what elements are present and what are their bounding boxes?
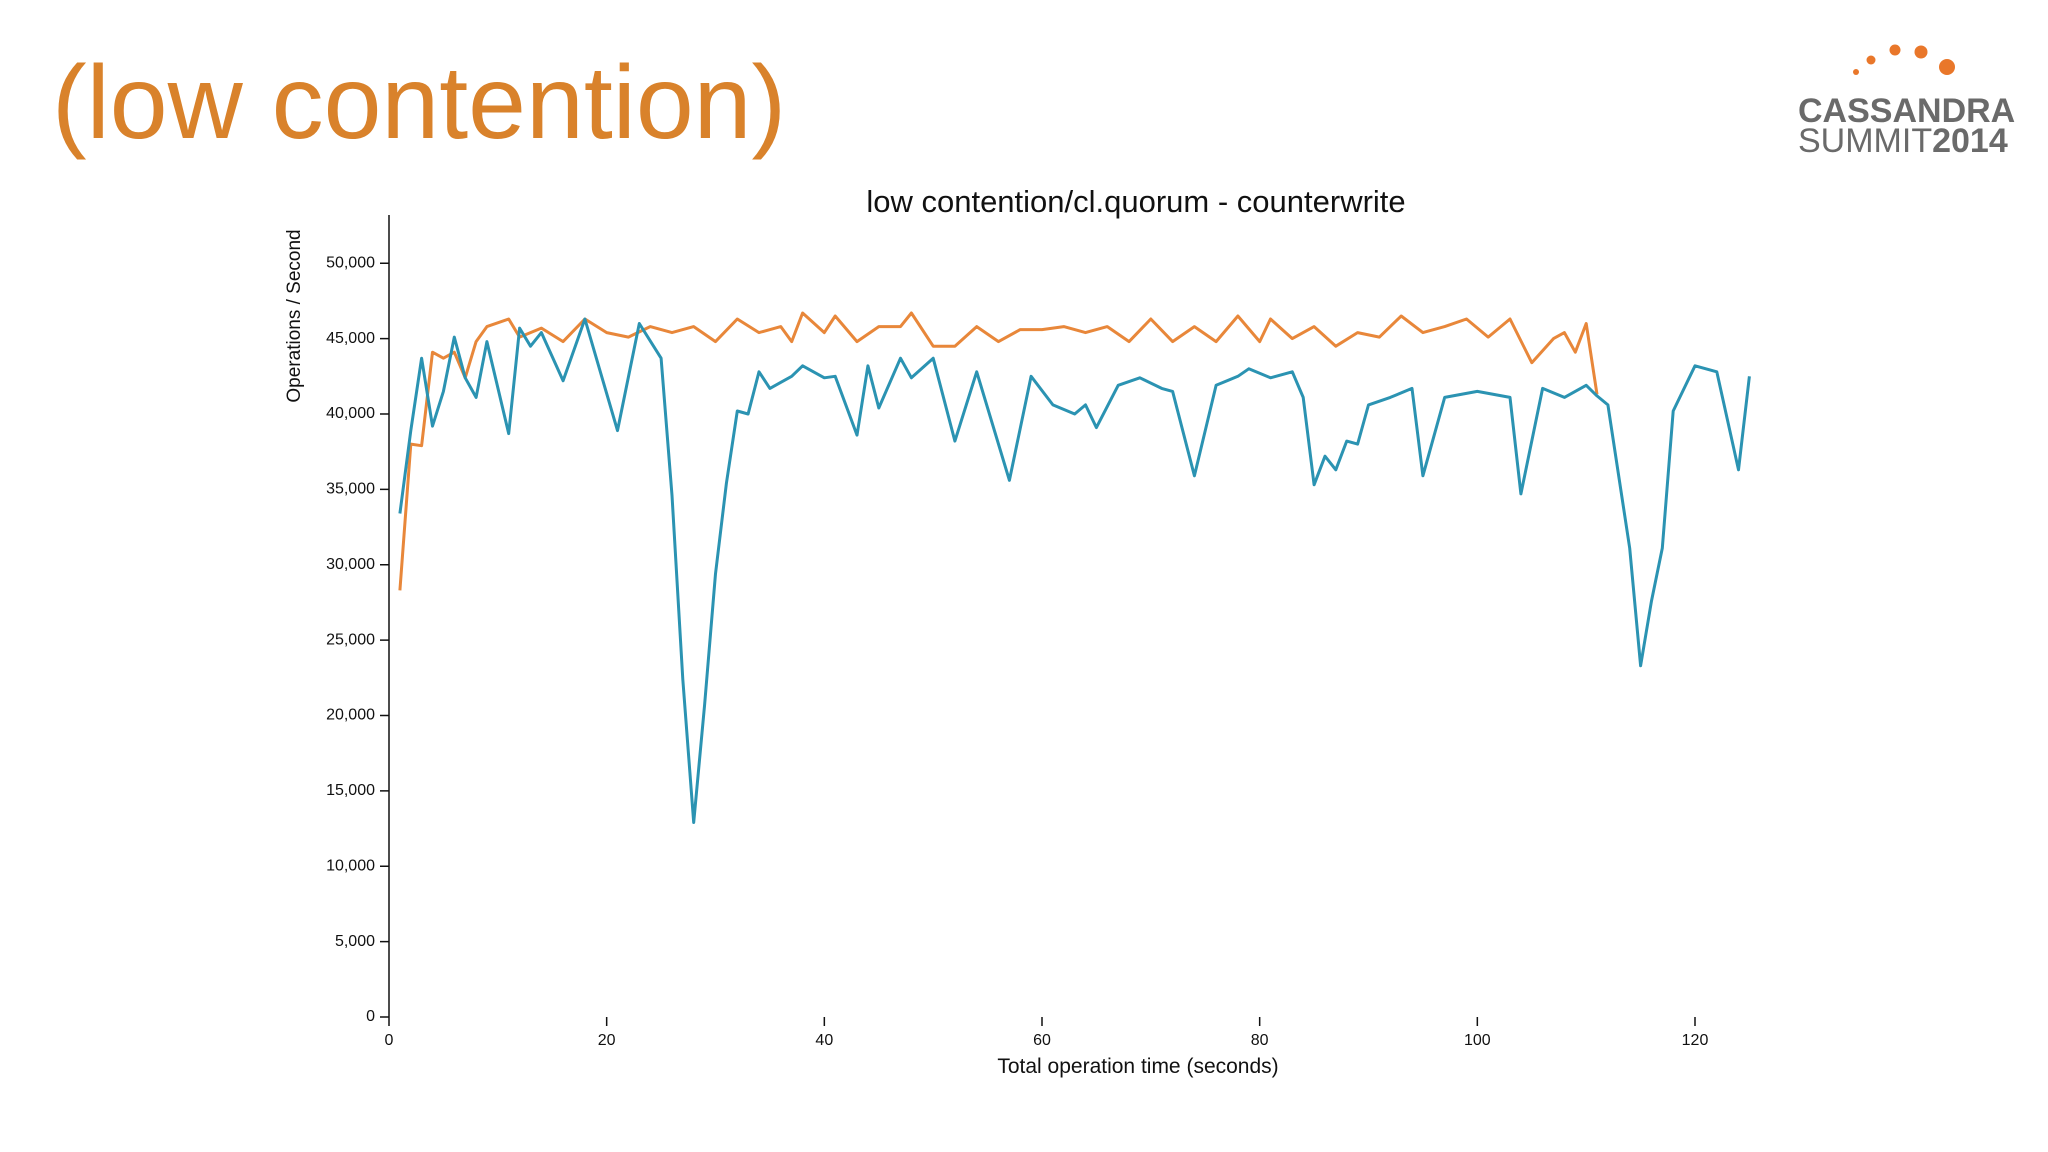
x-tick-label: 60: [1033, 1032, 1051, 1049]
y-tick-label: 20,000: [326, 707, 375, 724]
x-tick-label: 20: [598, 1032, 616, 1049]
series-line: [398, 311, 1599, 591]
slide-title: (low contention): [52, 45, 786, 161]
x-tick-label: 120: [1682, 1032, 1709, 1049]
x-tick-label: 0: [385, 1032, 394, 1049]
y-tick-label: 10,000: [326, 857, 375, 874]
y-tick-label: 45,000: [326, 330, 375, 347]
x-tick-label: 80: [1251, 1032, 1269, 1049]
y-axis-label: Operations / Second: [284, 229, 305, 402]
y-tick-label: 25,000: [326, 631, 375, 648]
y-tick-label: 15,000: [326, 782, 375, 799]
y-tick-label: 35,000: [326, 481, 375, 498]
chart-title: low contention/cl.quorum - counterwrite: [866, 184, 1405, 219]
y-tick-label: 50,000: [326, 254, 375, 271]
y-tick-label: 5,000: [335, 933, 375, 950]
logo-line2: SUMMIT2014: [1798, 122, 2008, 160]
y-tick-label: 0: [366, 1008, 375, 1025]
logo-summit: SUMMIT: [1798, 122, 1932, 160]
logo-dot: [1939, 59, 1955, 75]
x-tick-label: 40: [815, 1032, 833, 1049]
logo-dot: [1866, 55, 1876, 65]
y-tick-label: 40,000: [326, 405, 375, 422]
logo-dot: [1914, 45, 1928, 59]
logo-year: 2014: [1932, 122, 2008, 160]
series-line: [398, 317, 1751, 824]
y-tick-label: 30,000: [326, 556, 375, 573]
logo-dot: [1889, 44, 1901, 56]
x-tick-label: 100: [1464, 1032, 1491, 1049]
logo-dot: [1853, 69, 1859, 75]
x-axis-label: Total operation time (seconds): [997, 1055, 1278, 1078]
logo: CASSANDRA SUMMIT2014: [1798, 44, 2015, 160]
logo-line1: CASSANDRA: [1798, 92, 2015, 130]
